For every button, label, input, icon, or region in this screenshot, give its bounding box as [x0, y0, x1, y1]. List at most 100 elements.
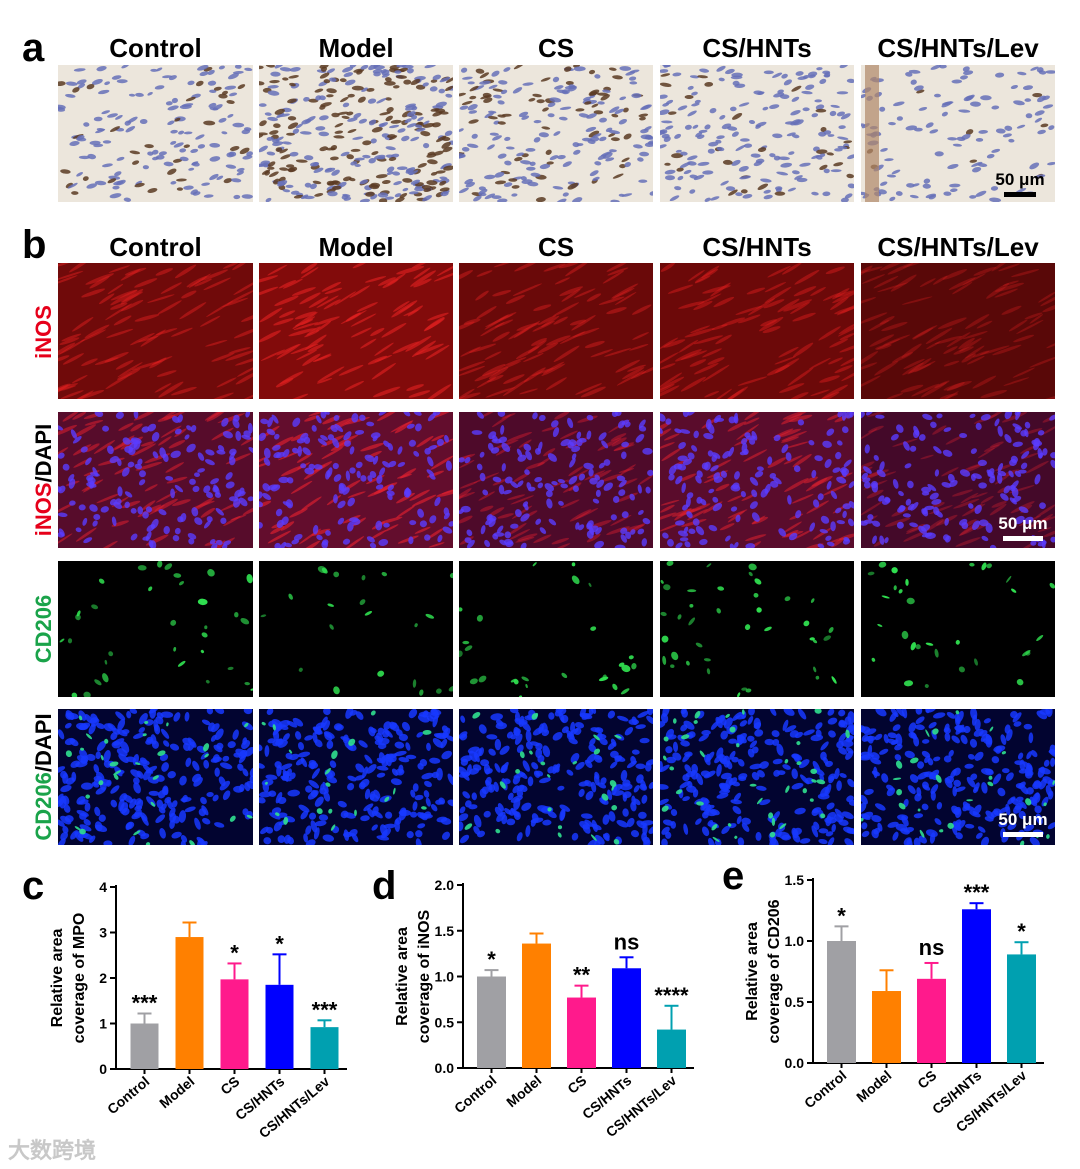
fluorescence-image-cd206-cs-hnts-lev — [861, 561, 1055, 697]
chart-d-inos: 0.0 0.5 1.0 1.5 2.0 Relative area coverage of … — [394, 877, 694, 1140]
bar-cs-hnts-lev — [657, 1029, 686, 1068]
panel-letter-b: b — [22, 223, 47, 267]
fluorescence-image-inos-cs-hnts-lev — [861, 263, 1055, 399]
scale-bar-b-inos: 50 μm — [988, 514, 1058, 541]
scale-bar-line — [1003, 832, 1043, 837]
fluorescence-image-inos-cs-hnts — [660, 263, 854, 399]
y-tick-label: 1.0 — [435, 969, 455, 985]
panel-b-col-title-cs-hnts-lev: CS/HNTs/Lev — [877, 232, 1039, 262]
y-axis-label-line: Relative area — [49, 929, 66, 1028]
fluorescence-image-inos-cs — [459, 263, 653, 399]
x-tick-label: CS — [564, 1072, 589, 1097]
fluorescence-image-inos-dapi-control — [58, 412, 253, 548]
significance-label: ns — [919, 935, 945, 960]
significance-label: *** — [964, 880, 990, 905]
y-tick-label: 1.5 — [785, 872, 805, 888]
scale-bar-label: 50 μm — [998, 810, 1048, 829]
scale-bar-a: 50 μm — [990, 170, 1050, 197]
panel-letter-e: e — [722, 854, 745, 898]
fluorescence-image-cd206-cs-hnts — [660, 561, 854, 697]
y-tick-label: 0.0 — [785, 1055, 805, 1071]
bar-model — [522, 943, 551, 1068]
row-label-inos: iNOS — [29, 257, 59, 407]
significance-label: **** — [654, 983, 689, 1008]
bar-model — [872, 991, 901, 1063]
panel-a-col-title-control: Control — [109, 33, 202, 63]
bar-control — [827, 941, 856, 1063]
panel-letter-a: a — [22, 26, 45, 70]
y-axis-label-line: Relative area — [394, 927, 411, 1026]
fluorescence-image-cd206-dapi-model — [259, 709, 453, 845]
histology-image-cs-hnts-lev — [861, 65, 1055, 202]
y-tick-label: 1 — [99, 1016, 107, 1032]
bar-cs-hnts — [265, 984, 294, 1069]
bar-cs — [220, 979, 249, 1069]
x-tick-label: Model — [503, 1072, 544, 1110]
y-tick-label: 1.5 — [435, 923, 455, 939]
y-axis-label-line: coverage of CD206 — [766, 899, 783, 1043]
scale-bar-line — [1003, 536, 1043, 541]
significance-label: * — [230, 940, 239, 965]
fluorescence-image-inos-dapi-cs-hnts — [660, 412, 854, 548]
fluorescence-image-cd206-dapi-cs-hnts-lev — [861, 709, 1055, 845]
significance-label: * — [1017, 919, 1026, 944]
fluorescence-image-cd206-model — [259, 561, 453, 697]
y-tick-label: 0.5 — [435, 1014, 455, 1030]
fluorescence-image-cd206-cs — [459, 561, 653, 697]
scale-bar-label: 50 μm — [998, 514, 1048, 533]
x-tick-label: CS — [217, 1073, 242, 1098]
significance-label: *** — [132, 990, 158, 1015]
row-label-inos-dapi-suffix: /DAPI — [31, 423, 56, 483]
watermark-text: 大数跨境 — [8, 1138, 97, 1163]
panel-b-col-title-cs: CS — [537, 232, 575, 262]
y-tick-label: 2.0 — [435, 877, 455, 893]
row-label-inos-dapi: iNOS/DAPI — [29, 405, 59, 555]
panel-a-col-title-model: Model — [318, 33, 394, 63]
scale-bar-line — [1004, 192, 1036, 197]
scale-bar-b-cd206: 50 μm — [988, 810, 1058, 837]
panel-letter-c: c — [22, 864, 45, 908]
bar-cs-hnts — [962, 909, 991, 1063]
row-label-cd206-dapi: CD206/DAPI — [29, 702, 59, 852]
y-tick-label: 0.0 — [435, 1060, 455, 1076]
y-axis-label-line: Relative area — [744, 922, 761, 1021]
fluorescence-image-cd206-control — [58, 561, 253, 697]
row-label-cd206-dapi-main: CD206 — [31, 772, 56, 841]
y-tick-label: 2 — [99, 970, 107, 986]
bar-control — [477, 976, 506, 1068]
panel-a-col-title-cs-hnts-lev: CS/HNTs/Lev — [877, 33, 1039, 63]
y-tick-label: 1.0 — [785, 933, 805, 949]
histology-image-model — [259, 65, 453, 202]
significance-label: * — [487, 947, 496, 972]
fluorescence-image-cd206-dapi-cs-hnts — [660, 709, 854, 845]
histology-image-cs-hnts — [660, 65, 854, 202]
panel-a-col-title-cs: CS — [537, 33, 575, 63]
y-tick-label: 0 — [99, 1061, 107, 1077]
x-tick-label: Model — [156, 1073, 197, 1111]
y-axis-label-line: coverage of MPO — [71, 913, 88, 1044]
histology-image-cs — [459, 65, 653, 202]
bar-control — [130, 1023, 159, 1069]
fluorescence-image-cd206-dapi-control — [58, 709, 253, 845]
fluorescence-image-inos-dapi-model — [259, 412, 453, 548]
significance-label: *** — [312, 997, 338, 1022]
panel-letter-d: d — [372, 864, 397, 908]
bar-cs — [917, 978, 946, 1063]
fluorescence-image-inos-model — [259, 263, 453, 399]
row-label-inos-main: iNOS — [31, 305, 56, 359]
y-tick-label: 4 — [99, 879, 107, 895]
x-tick-label: Control — [801, 1067, 849, 1111]
row-label-inos-dapi-main: iNOS — [31, 482, 56, 537]
panel-b-col-title-model: Model — [318, 232, 394, 262]
panel-b-col-title-control: Control — [109, 232, 202, 262]
y-tick-label: 0.5 — [785, 994, 805, 1010]
bar-cs-hnts-lev — [310, 1027, 339, 1069]
fluorescence-image-inos-dapi-cs — [459, 412, 653, 548]
significance-label: * — [837, 903, 846, 928]
x-tick-label: CS — [914, 1067, 939, 1092]
chart-e-cd206: 0.0 0.5 1.0 1.5 Relative area coverage of CD2… — [744, 872, 1044, 1135]
x-tick-label: Control — [451, 1072, 499, 1116]
panel-a-col-title-cs-hnts: CS/HNTs — [702, 33, 812, 63]
scale-bar-label: 50 μm — [995, 170, 1045, 189]
chart-c-mpo: 0 1 2 3 4 Relative area coverage of MPO *** Cont… — [49, 879, 347, 1141]
